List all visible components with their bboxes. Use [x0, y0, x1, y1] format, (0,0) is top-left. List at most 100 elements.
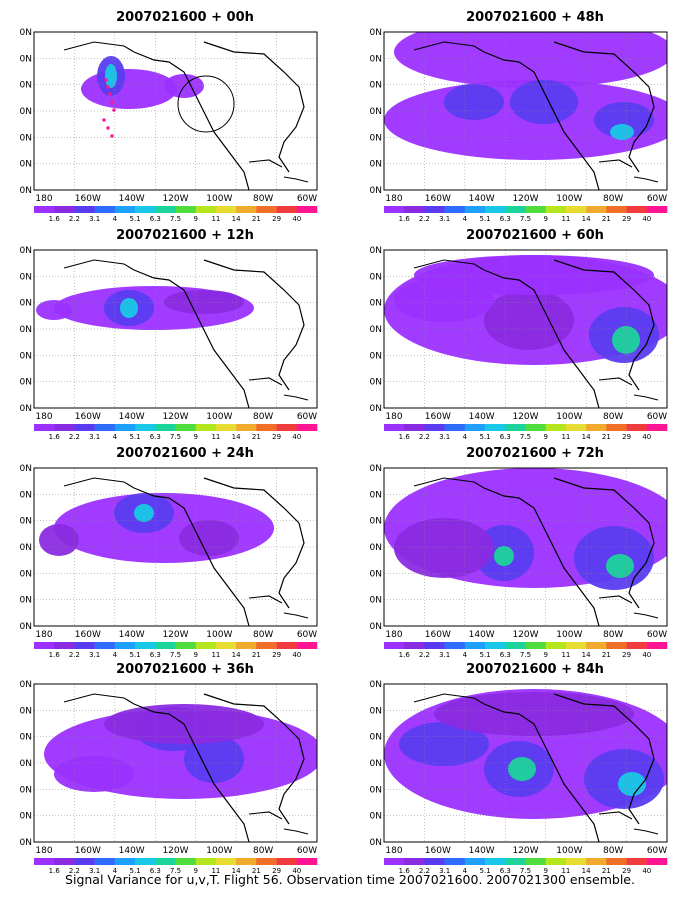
colorbar-segment: [276, 424, 298, 431]
lat-tick-label: 50N: [370, 517, 382, 527]
colorbar-label: 4: [113, 867, 118, 874]
colorbar-label: 14: [582, 215, 591, 222]
lat-tick-label: 40N: [20, 759, 32, 769]
colorbar-label: 3.1: [439, 433, 450, 440]
flight-track-dot: [110, 134, 114, 138]
colorbar-segment: [545, 858, 567, 865]
colorbar-label: 11: [211, 433, 220, 440]
lat-tick-label: 60N: [20, 490, 32, 500]
colorbar-label: 7.5: [170, 651, 181, 658]
colorbar-segment: [565, 858, 587, 865]
colorbar-segment: [626, 642, 648, 649]
colorbar-segment: [34, 206, 55, 213]
map-panel: 2007021600 + 84h 10N 20N 30N 40N 50N 60N 70N 180…: [370, 660, 700, 874]
panel-title: 2007021600 + 84h: [466, 662, 604, 677]
colorbar-label: 14: [582, 867, 591, 874]
colorbar-label: 1.6: [49, 433, 61, 440]
lon-tick-label: 60W: [647, 846, 667, 856]
colorbar-label: 5.1: [480, 433, 491, 440]
colorbar-label: 40: [642, 867, 651, 874]
variance-contour: [54, 756, 134, 792]
lon-tick-label: 120W: [162, 194, 188, 204]
colorbar-label: 4: [463, 433, 468, 440]
colorbar-segment: [404, 424, 425, 431]
colorbar-segment: [215, 206, 237, 213]
variance-contour: [510, 80, 578, 124]
lon-tick-label: 160W: [425, 630, 451, 640]
colorbar-segment: [34, 642, 55, 649]
lat-tick-label: 70N: [20, 28, 32, 38]
variance-contour: [508, 757, 536, 781]
colorbar-segment: [114, 858, 136, 865]
lon-tick-label: 120W: [162, 412, 188, 422]
lon-tick-label: 80W: [253, 846, 273, 856]
colorbar-label: 9: [543, 867, 547, 874]
map-panel: 2007021600 + 00h 10N 20N 30N 40N 50N 60N 70N 180…: [20, 8, 350, 222]
colorbar-segment: [404, 206, 425, 213]
lon-tick-label: 140W: [119, 630, 145, 640]
panel-title: 2007021600 + 72h: [466, 446, 604, 461]
colorbar-label: 6.3: [150, 867, 161, 874]
colorbar-label: 2.2: [419, 433, 430, 440]
colorbar-label: 29: [622, 651, 631, 658]
colorbar-segment: [195, 424, 217, 431]
colorbar-segment: [236, 858, 257, 865]
colorbar-segment: [444, 642, 466, 649]
colorbar-segment: [606, 424, 627, 431]
lat-tick-label: 70N: [20, 464, 32, 474]
colorbar-segment: [74, 858, 95, 865]
variance-contour: [105, 64, 117, 88]
colorbar-segment: [565, 424, 587, 431]
colorbar-label: 7.5: [520, 433, 531, 440]
lon-tick-label: 100W: [206, 194, 232, 204]
lon-tick-label: 140W: [119, 412, 145, 422]
variance-map: 10N 20N 30N 40N 50N 60N 70N 180 160W 140W 120W 100W…: [20, 246, 318, 440]
lat-tick-label: 10N: [20, 186, 32, 196]
lat-tick-label: 10N: [20, 622, 32, 632]
colorbar-segment: [525, 858, 547, 865]
colorbar-label: 29: [272, 867, 281, 874]
variance-contour: [179, 520, 239, 556]
lon-tick-label: 80W: [603, 194, 623, 204]
lat-tick-label: 30N: [370, 785, 382, 795]
lon-tick-label: 140W: [119, 194, 145, 204]
colorbar-label: 7.5: [520, 867, 531, 874]
lat-tick-label: 30N: [20, 785, 32, 795]
colorbar-label: 14: [232, 651, 241, 658]
colorbar-segment: [606, 206, 627, 213]
lat-tick-label: 40N: [20, 325, 32, 335]
panel-title: 2007021600 + 00h: [116, 10, 254, 25]
lat-tick-label: 70N: [370, 28, 382, 38]
colorbar-segment: [606, 642, 627, 649]
colorbar-segment: [114, 206, 136, 213]
lon-tick-label: 120W: [162, 846, 188, 856]
colorbar-label: 9: [543, 433, 547, 440]
colorbar-segment: [586, 642, 607, 649]
colorbar-segment: [276, 206, 298, 213]
map-panel: 2007021600 + 60h 10N 20N 30N 40N 50N 60N 70N 180…: [370, 226, 700, 440]
colorbar-segment: [54, 206, 75, 213]
colorbar-segment: [114, 642, 136, 649]
lat-tick-label: 50N: [20, 81, 32, 91]
lat-tick-label: 60N: [20, 272, 32, 282]
lat-tick-label: 30N: [20, 351, 32, 361]
lon-tick-label: 100W: [556, 630, 582, 640]
colorbar-segment: [74, 206, 95, 213]
colorbar-label: 11: [561, 215, 570, 222]
colorbar-segment: [586, 206, 607, 213]
colorbar-segment: [444, 206, 466, 213]
lat-tick-label: 50N: [370, 299, 382, 309]
lat-tick-label: 20N: [20, 378, 32, 388]
variance-contour: [399, 722, 489, 766]
lon-tick-label: 180: [35, 412, 52, 422]
colorbar-label: 1.6: [49, 867, 61, 874]
colorbar-segment: [424, 858, 445, 865]
flight-track-dot: [108, 92, 112, 96]
variance-contour: [484, 290, 574, 350]
colorbar-label: 29: [272, 651, 281, 658]
colorbar-label: 29: [622, 867, 631, 874]
map-panel: 2007021600 + 12h 10N 20N 30N 40N 50N 60N 70N 180…: [20, 226, 350, 440]
colorbar-segment: [296, 206, 318, 213]
colorbar-label: 29: [272, 433, 281, 440]
colorbar-segment: [215, 642, 237, 649]
